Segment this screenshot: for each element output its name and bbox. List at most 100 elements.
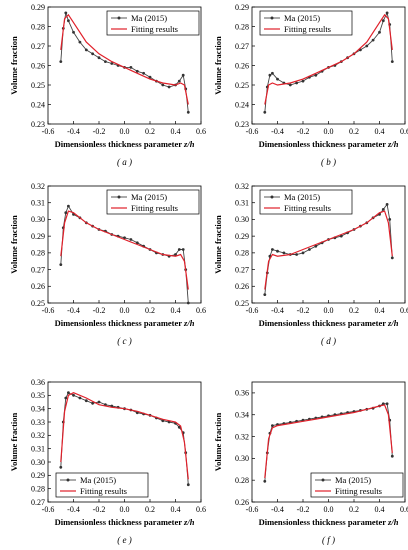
y-tick-label: 0.36 [235,389,249,398]
panel-e: 0.27 0.28 0.29 0.30 0.31 0.32 0.33 0.34 0.35 0.36… [9,378,206,545]
legend: Ma (2015)Fitting results [106,10,200,36]
x-tick-label: -0.2 [297,306,310,315]
data-point-ma-2015 [135,241,139,245]
data-point-ma-2015 [59,60,63,63]
data-point-ma-2015 [388,218,392,221]
x-axis-label-main: Dimensionless thickness parameter [55,318,184,328]
data-point-ma-2015 [129,66,133,69]
y-tick-label: 0.28 [31,484,45,493]
data-point-ma-2015 [186,110,190,114]
data-point-ma-2015 [91,401,94,405]
legend-marker-ma-2015 [321,478,325,482]
data-point-ma-2015 [67,391,70,395]
y-tick-label: 0.27 [235,265,249,274]
x-tick-label: -0.2 [93,505,106,514]
x-tick-label: 0.2 [349,306,359,315]
y-tick-label: 0.30 [31,215,45,224]
x-axis-label-var: z/h [183,139,195,149]
x-tick-label: -0.6 [42,306,55,315]
y-tick-label: 0.28 [235,22,249,31]
data-point-ma-2015 [282,251,286,255]
legend: Ma (2015)Fitting results [106,189,200,215]
data-point-ma-2015 [371,38,375,42]
x-axis-label-main: Dimensionless thickness parameter [55,517,184,527]
legend-label-fitting-results: Fitting results [80,486,127,496]
data-point-ma-2015 [186,483,190,487]
y-tick-label: 0.25 [235,299,249,308]
y-tick-label: 0.26 [235,282,249,291]
x-tick-label: -0.6 [246,306,259,315]
x-tick-label: 0.4 [171,505,181,514]
data-point-ma-2015 [314,73,318,77]
x-axis-label-main: Dimensionless thickness parameter [259,139,388,149]
data-point-ma-2015 [84,399,88,403]
x-axis-label: Dimensionless thickness parameter z/h [55,318,195,328]
y-tick-label: 0.32 [31,182,45,191]
legend: Ma (2015)Fitting results [310,472,404,498]
data-point-ma-2015 [135,69,139,73]
x-tick-label: 0.6 [400,306,408,315]
legend-label-fitting-results: Fitting results [131,24,178,34]
data-point-ma-2015 [378,30,381,34]
x-tick-label: -0.2 [93,306,106,315]
legend-box [106,189,200,215]
x-axis-label: Dimensionless thickness parameter z/h [55,139,195,149]
data-point-ma-2015 [268,73,272,77]
y-tick-label: 0.23 [235,120,249,129]
data-point-ma-2015 [123,236,126,240]
data-point-ma-2015 [381,208,385,211]
y-tick-label: 0.23 [31,120,45,129]
x-axis-label: Dimensionless thickness parameter z/h [259,139,399,149]
x-tick-label: 0.4 [375,127,385,136]
data-point-ma-2015 [91,52,94,56]
data-point-ma-2015 [295,253,298,256]
legend: Ma (2015)Fitting results [259,189,353,215]
x-tick-label: 0.4 [375,306,385,315]
x-axis-label-main: Dimensionless thickness parameter [55,139,184,149]
x-tick-label: 0.2 [145,127,155,136]
x-tick-label: -0.4 [67,127,80,136]
series-fitting-results-line [60,13,189,105]
x-tick-label: -0.2 [297,505,310,514]
x-tick-label: -0.6 [246,127,259,136]
legend-label-ma-2015: Ma (2015) [335,475,371,485]
x-tick-label: 0.2 [349,127,359,136]
panel-c: 0.25 0.26 0.27 0.28 0.29 0.30 0.31 0.32 -0.6 -0.4… [9,182,206,346]
legend-box [259,10,353,36]
y-tick-label: 0.35 [31,391,45,400]
legend-label-ma-2015: Ma (2015) [131,192,167,202]
y-tick-label: 0.30 [235,215,249,224]
data-point-ma-2015 [59,465,63,469]
series-fitting-results-line [264,404,393,479]
data-point-ma-2015 [84,48,88,52]
x-tick-label: -0.4 [271,127,284,136]
data-point-ma-2015 [177,425,181,429]
data-point-ma-2015 [276,249,279,253]
x-tick-label: -0.4 [271,306,284,315]
x-axis-label: Dimensionless thickness parameter z/h [259,318,399,328]
y-tick-label: 0.29 [31,232,45,241]
x-tick-label: -0.2 [297,127,310,136]
y-tick-label: 0.27 [235,42,249,51]
y-tick-label: 0.26 [31,61,45,70]
legend-box [106,10,200,36]
data-point-ma-2015 [271,71,274,75]
data-point-ma-2015 [148,75,152,79]
panel-caption: ( d ) [321,336,336,346]
legend-marker-ma-2015 [66,478,70,482]
y-tick-label: 0.24 [31,100,45,109]
y-tick-label: 0.27 [31,42,45,51]
data-point-ma-2015 [263,110,267,114]
data-point-ma-2015 [308,248,311,251]
x-tick-label: 0.0 [324,505,334,514]
legend-marker-ma-2015 [117,195,121,199]
data-point-ma-2015 [181,248,185,251]
y-tick-label: 0.26 [235,61,249,70]
x-axis-label-var: z/h [183,318,195,328]
y-tick-label: 0.28 [31,249,45,258]
series-ma-2015-line [60,392,189,485]
panel-d: 0.25 0.26 0.27 0.28 0.29 0.30 0.31 0.32 -0.6 -0.4… [213,182,408,346]
data-point-ma-2015 [186,301,190,305]
panel-caption: ( e ) [117,535,132,545]
data-point-ma-2015 [72,393,75,397]
